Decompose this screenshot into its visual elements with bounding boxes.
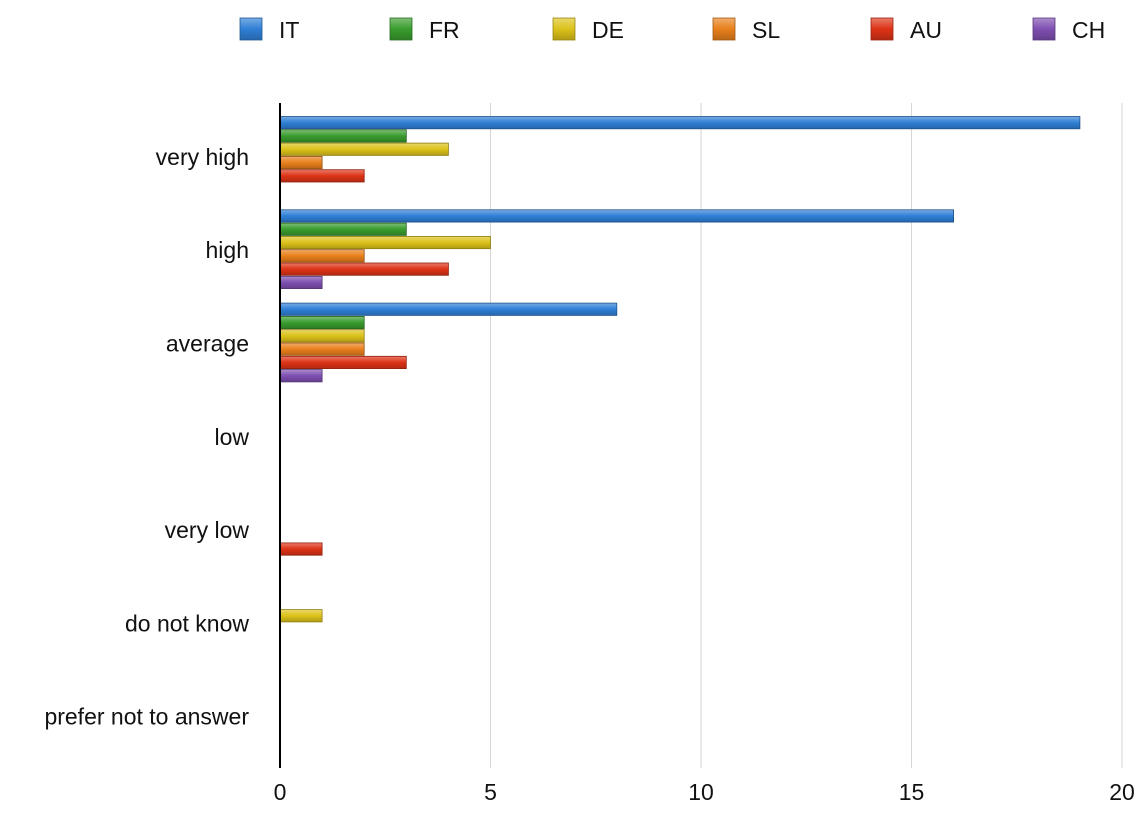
legend: IT FR DE SL AU CH [239,17,1105,43]
bar-sl-high [279,249,365,263]
gridlines [490,103,1123,768]
legend-item-sl: SL [712,17,780,43]
category-label-low: low [214,424,249,450]
category-label-high: high [206,237,249,263]
legend-swatch-sl [712,17,736,41]
legend-item-ch: CH [1032,17,1105,43]
legend-swatch-it [239,17,263,41]
bar-it-very-high [279,116,1081,130]
legend-label-de: DE [592,17,624,43]
x-tick-label-0: 0 [274,779,287,805]
bar-au-very-low [279,542,323,556]
legend-label-au: AU [910,17,942,43]
legend-item-de: DE [552,17,624,43]
legend-label-it: IT [279,17,299,43]
bar-de-do-not-know [279,609,323,623]
legend-swatch-au [870,17,894,41]
bar-de-average [279,329,365,343]
legend-item-it: IT [239,17,299,43]
bar-fr-high [279,222,407,236]
bar-de-very-high [279,142,449,156]
category-label-average: average [166,331,249,357]
x-tick-label-5: 5 [484,779,497,805]
category-label-do-not-know: do not know [125,610,249,636]
legend-label-ch: CH [1072,17,1105,43]
x-tick-label-15: 15 [899,779,925,805]
category-labels: very high high average low very low do not kn… [44,144,249,730]
x-tick-labels: 0 5 10 15 20 [274,779,1135,805]
bar-fr-very-high [279,129,407,143]
legend-swatch-fr [389,17,413,41]
bar-sl-average [279,342,365,356]
bar-it-high [279,209,954,223]
x-tick-label-10: 10 [688,779,714,805]
category-label-very-low: very low [165,517,250,543]
bar-fr-average [279,315,365,330]
bar-au-very-high [279,169,365,183]
bar-it-average [279,302,618,316]
bar-ch-high [279,275,323,289]
category-label-very-high: very high [156,144,249,170]
legend-label-sl: SL [752,17,780,43]
legend-item-au: AU [870,17,942,43]
bar-ch-average [279,369,323,383]
x-tick-label-20: 20 [1109,779,1135,805]
bar-sl-very-high [279,155,323,170]
legend-label-fr: FR [429,17,460,43]
bar-au-high [279,262,449,276]
bar-de-high [279,235,491,250]
bars [279,116,1081,623]
bar-au-average [279,355,407,369]
legend-swatch-ch [1032,17,1056,41]
legend-swatch-de [552,17,576,41]
category-label-prefer-not-to-answer: prefer not to answer [44,704,249,730]
legend-item-fr: FR [389,17,460,43]
